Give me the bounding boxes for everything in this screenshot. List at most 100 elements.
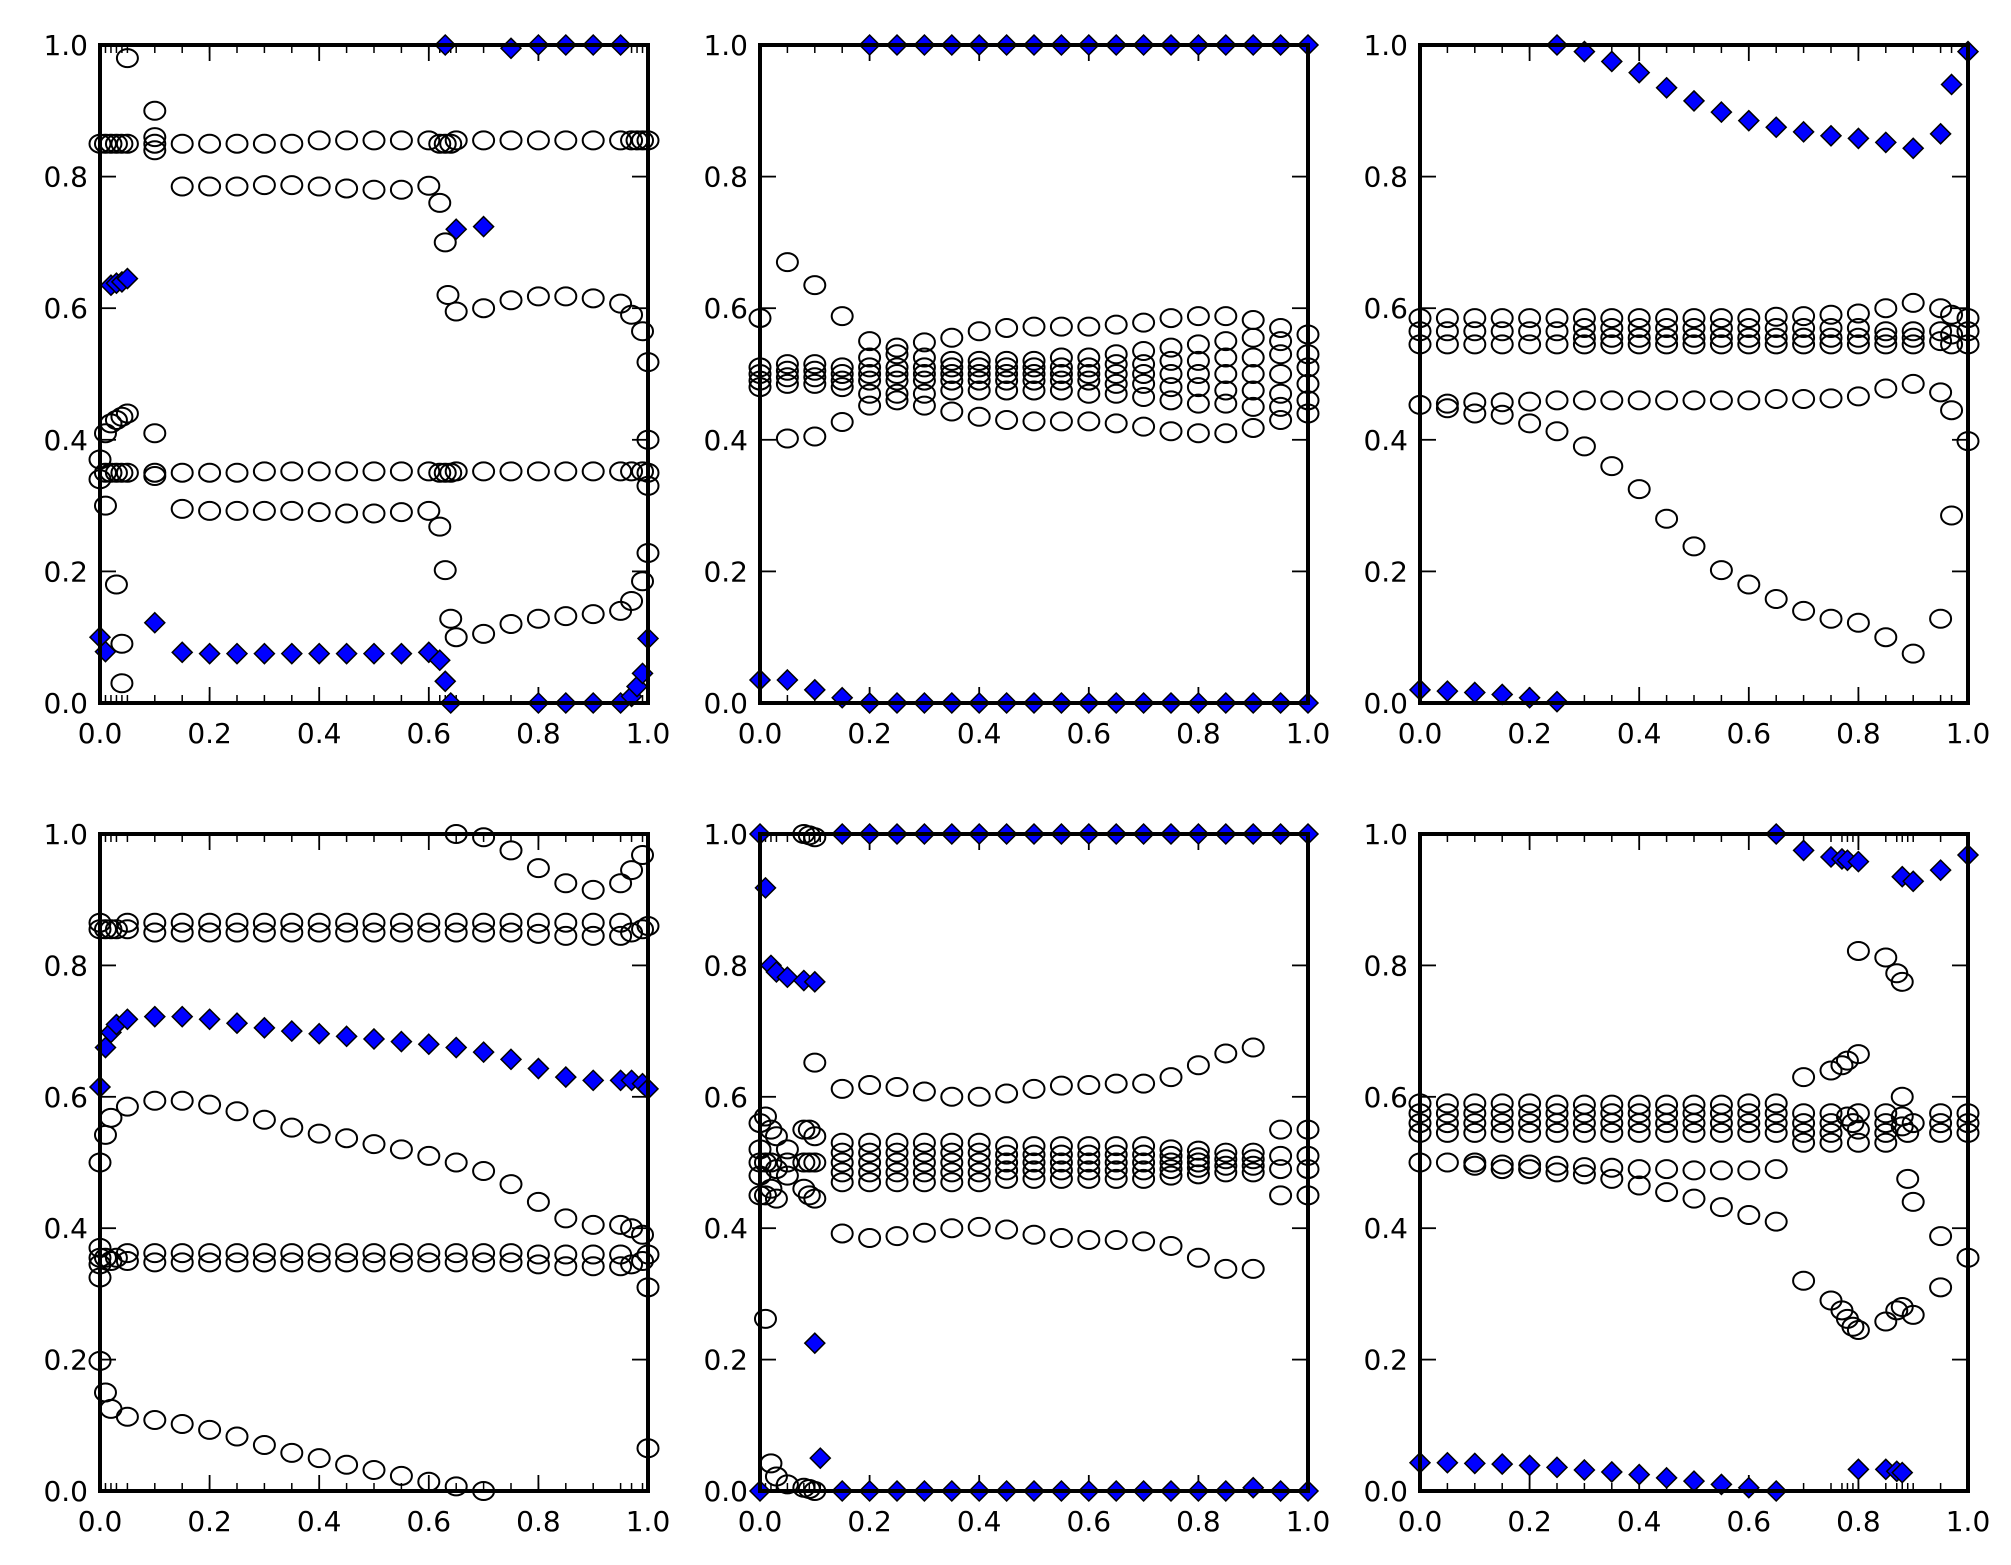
circle-point <box>885 344 909 365</box>
y-tick-label: 0.4 <box>1363 1212 1408 1245</box>
circle-point <box>417 461 441 482</box>
circle-point <box>803 1152 827 1173</box>
series-diamonds <box>1408 822 1980 1503</box>
circle-point <box>967 321 991 342</box>
circle-point <box>1874 334 1898 355</box>
circle-point <box>764 1126 788 1147</box>
circle-point <box>581 604 605 625</box>
circle-point <box>912 1152 936 1173</box>
circle-point <box>620 860 644 881</box>
circle-point <box>1737 317 1761 338</box>
circle-point <box>1186 1152 1210 1173</box>
circle-point <box>1764 589 1788 610</box>
circle-point <box>1819 1132 1843 1153</box>
circle-point <box>335 178 359 199</box>
circle-point <box>362 179 386 200</box>
circle-point <box>1545 334 1569 355</box>
x-tick-label: 0.0 <box>1398 1505 1443 1538</box>
circle-point <box>252 1109 276 1130</box>
circle-point <box>428 516 452 537</box>
circle-point <box>1572 1113 1596 1134</box>
circle-point <box>1077 1074 1101 1095</box>
circle-point <box>362 1252 386 1273</box>
series-diamonds <box>1408 33 1980 713</box>
x-tick-label: 0.6 <box>1067 717 1112 750</box>
circle-point <box>1819 608 1843 629</box>
circle-point <box>1132 373 1156 394</box>
circle-point <box>1709 308 1733 329</box>
circle-point <box>110 462 134 483</box>
diamond-point <box>253 642 276 665</box>
circle-point <box>280 922 304 943</box>
circle-point <box>1709 560 1733 581</box>
circle-point <box>1940 400 1964 421</box>
circle-point <box>1241 380 1265 401</box>
circle-point <box>1132 1168 1156 1189</box>
circle-point <box>1737 1103 1761 1124</box>
circle-point <box>1929 1277 1953 1298</box>
x-tick-label: 0.4 <box>297 1505 342 1538</box>
circle-point <box>1890 1086 1914 1107</box>
circle-point <box>1214 364 1238 384</box>
axes-frame <box>1418 832 1970 1493</box>
circle-point <box>307 1243 331 1264</box>
circle-point <box>1159 350 1183 371</box>
x-tick-label: 0.6 <box>1727 717 1772 750</box>
circle-point <box>1214 1162 1238 1183</box>
circle-point <box>1874 1311 1898 1332</box>
circle-point <box>1435 1152 1459 1173</box>
circle-point <box>170 1252 194 1273</box>
circle-point <box>912 383 936 404</box>
circle-point <box>1518 321 1542 342</box>
circle-point <box>1463 308 1487 329</box>
x-tick-label: 0.6 <box>407 1505 452 1538</box>
circle-point <box>1022 1224 1046 1245</box>
circle-point <box>1846 386 1870 407</box>
circle-point <box>581 1214 605 1235</box>
series-circles <box>1408 292 1980 664</box>
circle-point <box>885 1076 909 1097</box>
circle-point <box>444 301 468 322</box>
circle-point <box>1890 1116 1914 1137</box>
circle-point <box>830 1132 854 1153</box>
x-tick-label: 0.0 <box>738 717 783 750</box>
diamond-point <box>1902 137 1925 160</box>
circle-point <box>995 1144 1019 1165</box>
circle-point <box>428 133 452 154</box>
circle-point <box>362 1459 386 1480</box>
circle-point <box>1049 1152 1073 1173</box>
circle-point <box>995 317 1019 338</box>
circle-point <box>1709 390 1733 411</box>
circle-point <box>198 176 222 197</box>
circle-point <box>170 462 194 483</box>
circle-point <box>858 357 882 378</box>
circle-point <box>526 858 550 879</box>
circle-point <box>472 827 496 848</box>
circle-point <box>885 1162 909 1183</box>
circle-point <box>967 1216 991 1237</box>
circle-point <box>995 350 1019 371</box>
circle-point <box>1490 1093 1514 1114</box>
circle-point <box>1241 327 1265 348</box>
circle-point <box>1186 423 1210 444</box>
circle-point <box>225 912 249 933</box>
minor-ticks <box>99 45 649 703</box>
circle-point <box>1518 1113 1542 1134</box>
circle-point <box>1929 382 1953 403</box>
circle-point <box>1901 334 1925 355</box>
circle-point <box>307 912 331 933</box>
circle-point <box>439 608 463 629</box>
diamond-point <box>198 642 221 665</box>
circle-point <box>1518 1093 1542 1114</box>
circle-point <box>1132 364 1156 384</box>
circle-point <box>335 1243 359 1264</box>
diamond-point <box>1463 681 1486 704</box>
circle-point <box>792 1152 816 1173</box>
circle-point <box>1077 1230 1101 1251</box>
circle-point <box>940 1142 964 1163</box>
circle-point <box>1049 1144 1073 1165</box>
circle-point <box>1901 321 1925 342</box>
circle-point <box>912 1222 936 1243</box>
circle-point <box>225 922 249 943</box>
